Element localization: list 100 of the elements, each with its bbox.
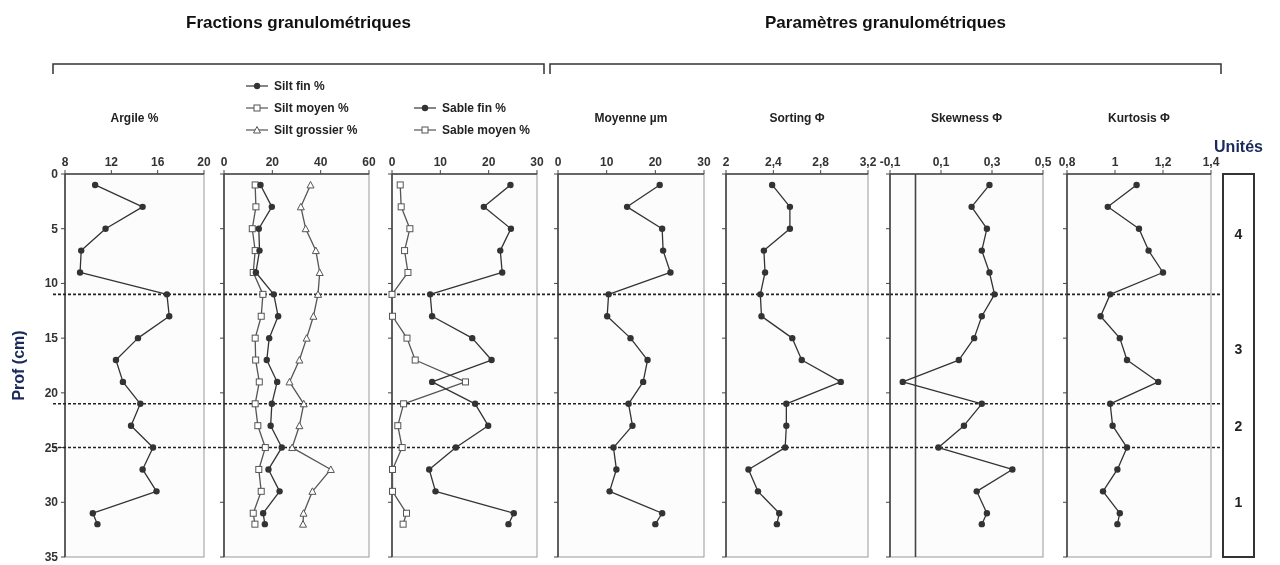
point: [166, 313, 173, 320]
point: [1009, 466, 1016, 473]
x-tick-label: 30: [697, 155, 711, 169]
point: [1116, 510, 1123, 517]
x-tick-label: 0,5: [1034, 155, 1052, 169]
point: [776, 510, 783, 517]
point: [401, 247, 409, 255]
text: Fractions granulométriques: [186, 13, 411, 32]
point: [94, 520, 101, 528]
point: [255, 225, 262, 232]
x-tick-label: 20: [648, 155, 663, 169]
point: [627, 334, 634, 342]
point: [254, 422, 262, 430]
point: [308, 487, 317, 495]
point: [659, 247, 667, 254]
text: 1: [1234, 494, 1243, 511]
x-tick-label: 0,1: [932, 155, 950, 169]
point: [301, 224, 310, 233]
point: [1123, 444, 1131, 451]
point: [411, 356, 419, 364]
point: [76, 269, 84, 276]
point: [1104, 203, 1111, 211]
x-tick-label: 0: [220, 155, 228, 169]
point: [251, 400, 259, 408]
point: [656, 181, 663, 189]
point: [1116, 334, 1123, 342]
point: [773, 520, 781, 528]
x-tick-label: 3,2: [859, 155, 877, 169]
point: [986, 269, 993, 276]
x-tick-label: 40: [313, 155, 328, 169]
x-tick-label: 2: [722, 155, 730, 169]
point: [259, 290, 267, 298]
point: [127, 422, 135, 429]
point: [955, 356, 963, 364]
chart-title: Kurtosis Φ: [1108, 111, 1171, 125]
point: [768, 181, 776, 189]
x-tick-label: 8: [61, 155, 69, 169]
point: [471, 400, 479, 407]
point: [257, 487, 265, 495]
point: [268, 400, 276, 407]
point: [1135, 225, 1143, 232]
y-tick-label: 20: [44, 385, 59, 400]
point: [268, 203, 276, 211]
point: [461, 378, 469, 386]
point: [983, 225, 991, 232]
point: [249, 509, 257, 517]
point: [311, 246, 320, 255]
legend-label: Silt fin %: [274, 79, 325, 93]
point: [296, 202, 305, 211]
point: [149, 444, 157, 451]
point: [299, 509, 308, 517]
point: [1114, 520, 1121, 528]
point: [91, 181, 99, 189]
point: [78, 247, 85, 254]
point: [991, 291, 998, 298]
point: [299, 520, 308, 528]
point: [606, 488, 613, 495]
point: [1107, 400, 1114, 407]
point: [639, 378, 647, 386]
point: [1109, 422, 1116, 429]
point: [256, 247, 263, 254]
y-axis-title: Prof (cm): [10, 330, 27, 401]
point: [302, 334, 311, 342]
x-tick-label: 1: [1111, 155, 1119, 169]
point: [89, 510, 96, 517]
point: [986, 181, 993, 189]
point: [757, 291, 764, 298]
point: [786, 225, 794, 232]
point: [261, 520, 269, 528]
point: [259, 510, 267, 517]
x-tick-label: 1,2: [1154, 155, 1172, 169]
point: [507, 225, 515, 232]
point: [263, 356, 270, 364]
legend-label: Sable moyen %: [442, 123, 531, 137]
point: [652, 520, 659, 528]
point: [139, 203, 146, 211]
point: [781, 444, 789, 451]
point: [399, 520, 407, 528]
point: [428, 313, 436, 320]
point: [469, 334, 476, 342]
point: [488, 356, 495, 364]
point: [758, 313, 765, 320]
x-tick-label: 30: [530, 155, 544, 169]
point: [789, 334, 796, 342]
point: [760, 247, 768, 254]
point: [285, 377, 294, 386]
x-tick-label: 1,4: [1202, 155, 1220, 169]
point: [388, 487, 396, 495]
x-tick-label: 10: [433, 155, 448, 169]
y-tick-label: 25: [44, 440, 59, 455]
point: [267, 422, 274, 429]
point: [968, 203, 975, 211]
point: [973, 488, 980, 495]
point: [270, 291, 277, 298]
x-tick-label: 0: [554, 155, 562, 169]
point: [499, 269, 506, 276]
point: [274, 313, 282, 320]
point: [261, 444, 269, 452]
point: [403, 334, 411, 342]
point: [1123, 356, 1131, 364]
